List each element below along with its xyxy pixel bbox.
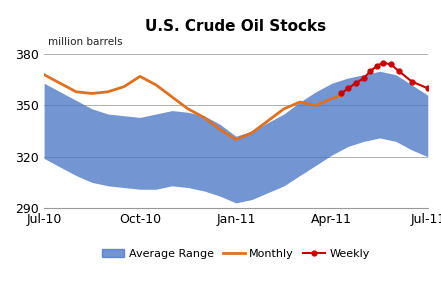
Title: U.S. Crude Oil Stocks: U.S. Crude Oil Stocks — [146, 19, 326, 34]
Legend: Average Range, Monthly, Weekly: Average Range, Monthly, Weekly — [97, 244, 374, 263]
Text: million barrels: million barrels — [48, 37, 123, 47]
